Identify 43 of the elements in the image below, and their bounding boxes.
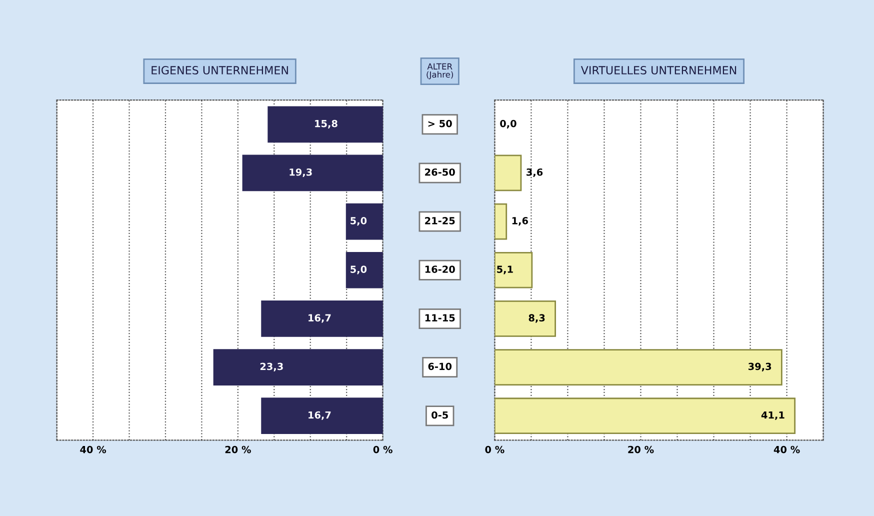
bar [346,252,383,288]
bar [268,106,383,143]
chart-title: VIRTUELLES UNTERNEHMEN [580,66,736,74]
data-label: 5,0 [350,266,367,274]
data-label: 23,3 [260,362,283,372]
y-tick-label: 26-50 [425,168,455,176]
data-label: 8,3 [528,314,545,323]
data-label: 39,3 [748,362,772,372]
data-label: 5,0 [350,217,367,226]
data-label: 3,6 [526,168,543,178]
bar [242,154,383,192]
data-label: 41,1 [761,411,784,420]
y-tick-label: > 50 [428,120,452,128]
x-tick-label: 20 % [225,446,251,454]
x-tick-label: 40 % [774,446,800,454]
bar [494,349,782,386]
data-label: 5,1 [497,266,513,274]
y-tick-label: 6-10 [428,362,452,370]
bar [494,252,533,288]
x-tick-label: 20 % [628,446,654,454]
x-tick-label: 0 % [373,446,392,454]
bar [261,300,383,337]
data-label: 1,6 [512,217,528,226]
y-tick-label: 11-15 [425,314,455,322]
bar [494,154,522,192]
data-label: 16,7 [308,314,331,323]
bar [494,300,556,337]
data-label: 16,7 [308,411,331,420]
x-tick-label: 0 % [485,446,504,454]
y-tick-label: 0-5 [432,411,448,419]
data-label: 0,0 [500,120,516,128]
data-label: 19,3 [290,168,312,178]
x-tick-label: 40 % [80,446,106,454]
y-tick-label: 16-20 [425,266,455,273]
bar [261,398,383,434]
bar [494,398,796,434]
data-label: 15,8 [315,120,338,128]
bar [346,203,383,240]
y-axis-title: ALTER (Jahre) [426,63,454,80]
bar [494,203,508,240]
bar [213,349,383,386]
chart-title: EIGENES UNTERNEHMEN [152,66,288,74]
y-tick-label: 21-25 [425,217,455,224]
